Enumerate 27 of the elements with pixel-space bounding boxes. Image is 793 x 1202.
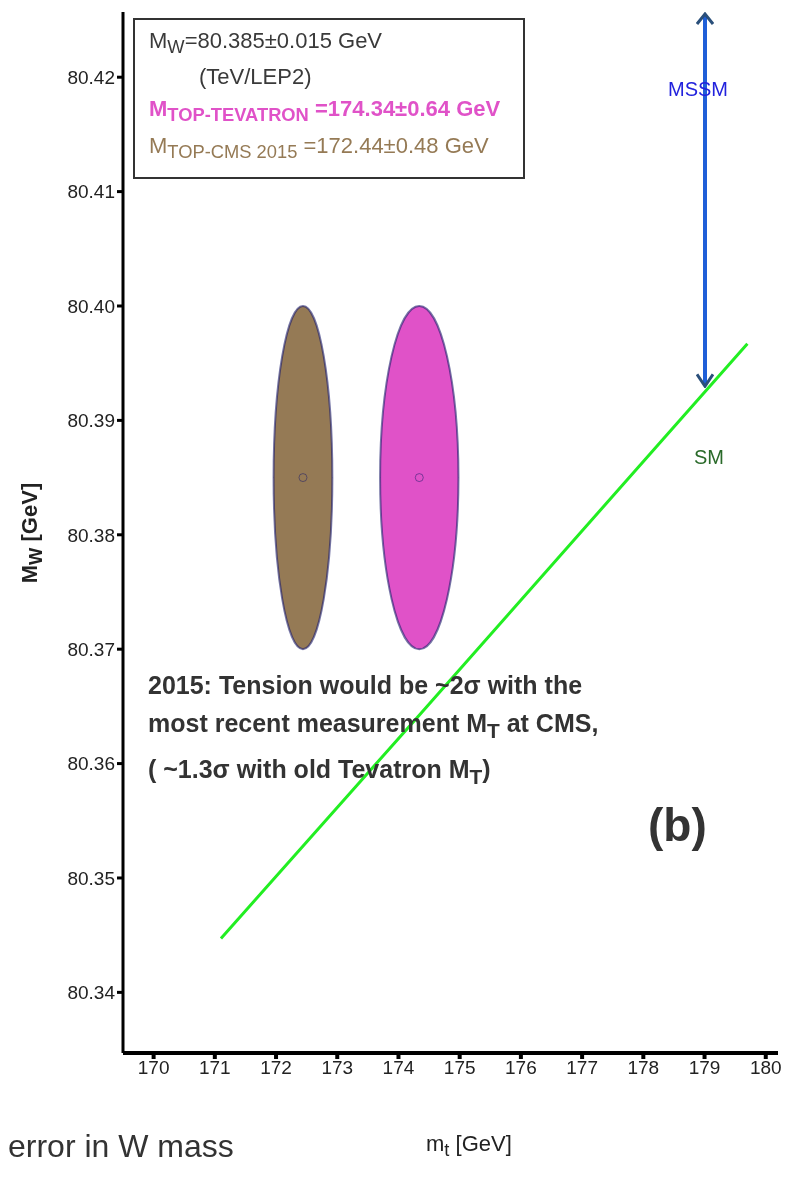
- annotation: (b): [648, 798, 707, 852]
- x-tick-label: 171: [198, 1057, 231, 1079]
- x-tick-label: 170: [137, 1057, 170, 1079]
- text: M$_{TOP-CMS 2015}$ =172.44±0.48 GeV: [149, 132, 490, 164]
- y-tick-label: 80.34: [67, 982, 116, 1004]
- x-tick-label: 174: [382, 1057, 415, 1079]
- y-tick-label: 80.36: [67, 753, 115, 775]
- x-tick-label: 173: [321, 1057, 354, 1079]
- x-tick-label: 179: [688, 1057, 721, 1079]
- legend-title: M$_{W}$=80.385±0.015 GeV (TeV/LEP2): [149, 28, 384, 91]
- x-tick-label: 175: [443, 1057, 476, 1079]
- x-tick-label: 180: [749, 1057, 782, 1079]
- x-tick-label: 177: [566, 1057, 598, 1079]
- x-tick-label: 172: [260, 1057, 292, 1079]
- x-axis-title: m$_{t}$ [GeV]: [426, 1131, 512, 1162]
- annotation: SM: [694, 446, 724, 469]
- y-tick-label: 80.38: [67, 524, 115, 546]
- y-tick-label: 80.37: [67, 638, 115, 660]
- y-tick-label: 80.42: [67, 66, 115, 88]
- x-tick-label: 176: [505, 1057, 537, 1079]
- text: error in W mass: [8, 1128, 234, 1165]
- y-tick-label: 80.35: [67, 867, 115, 889]
- y-tick-label: 80.41: [67, 181, 115, 203]
- x-tick-label: 178: [627, 1057, 660, 1079]
- text: M$_{TOP-TEVATRON}$ =174.34±0.64 GeV: [149, 96, 502, 127]
- y-tick-label: 80.39: [67, 410, 115, 432]
- y-tick-label: 80.40: [67, 295, 115, 317]
